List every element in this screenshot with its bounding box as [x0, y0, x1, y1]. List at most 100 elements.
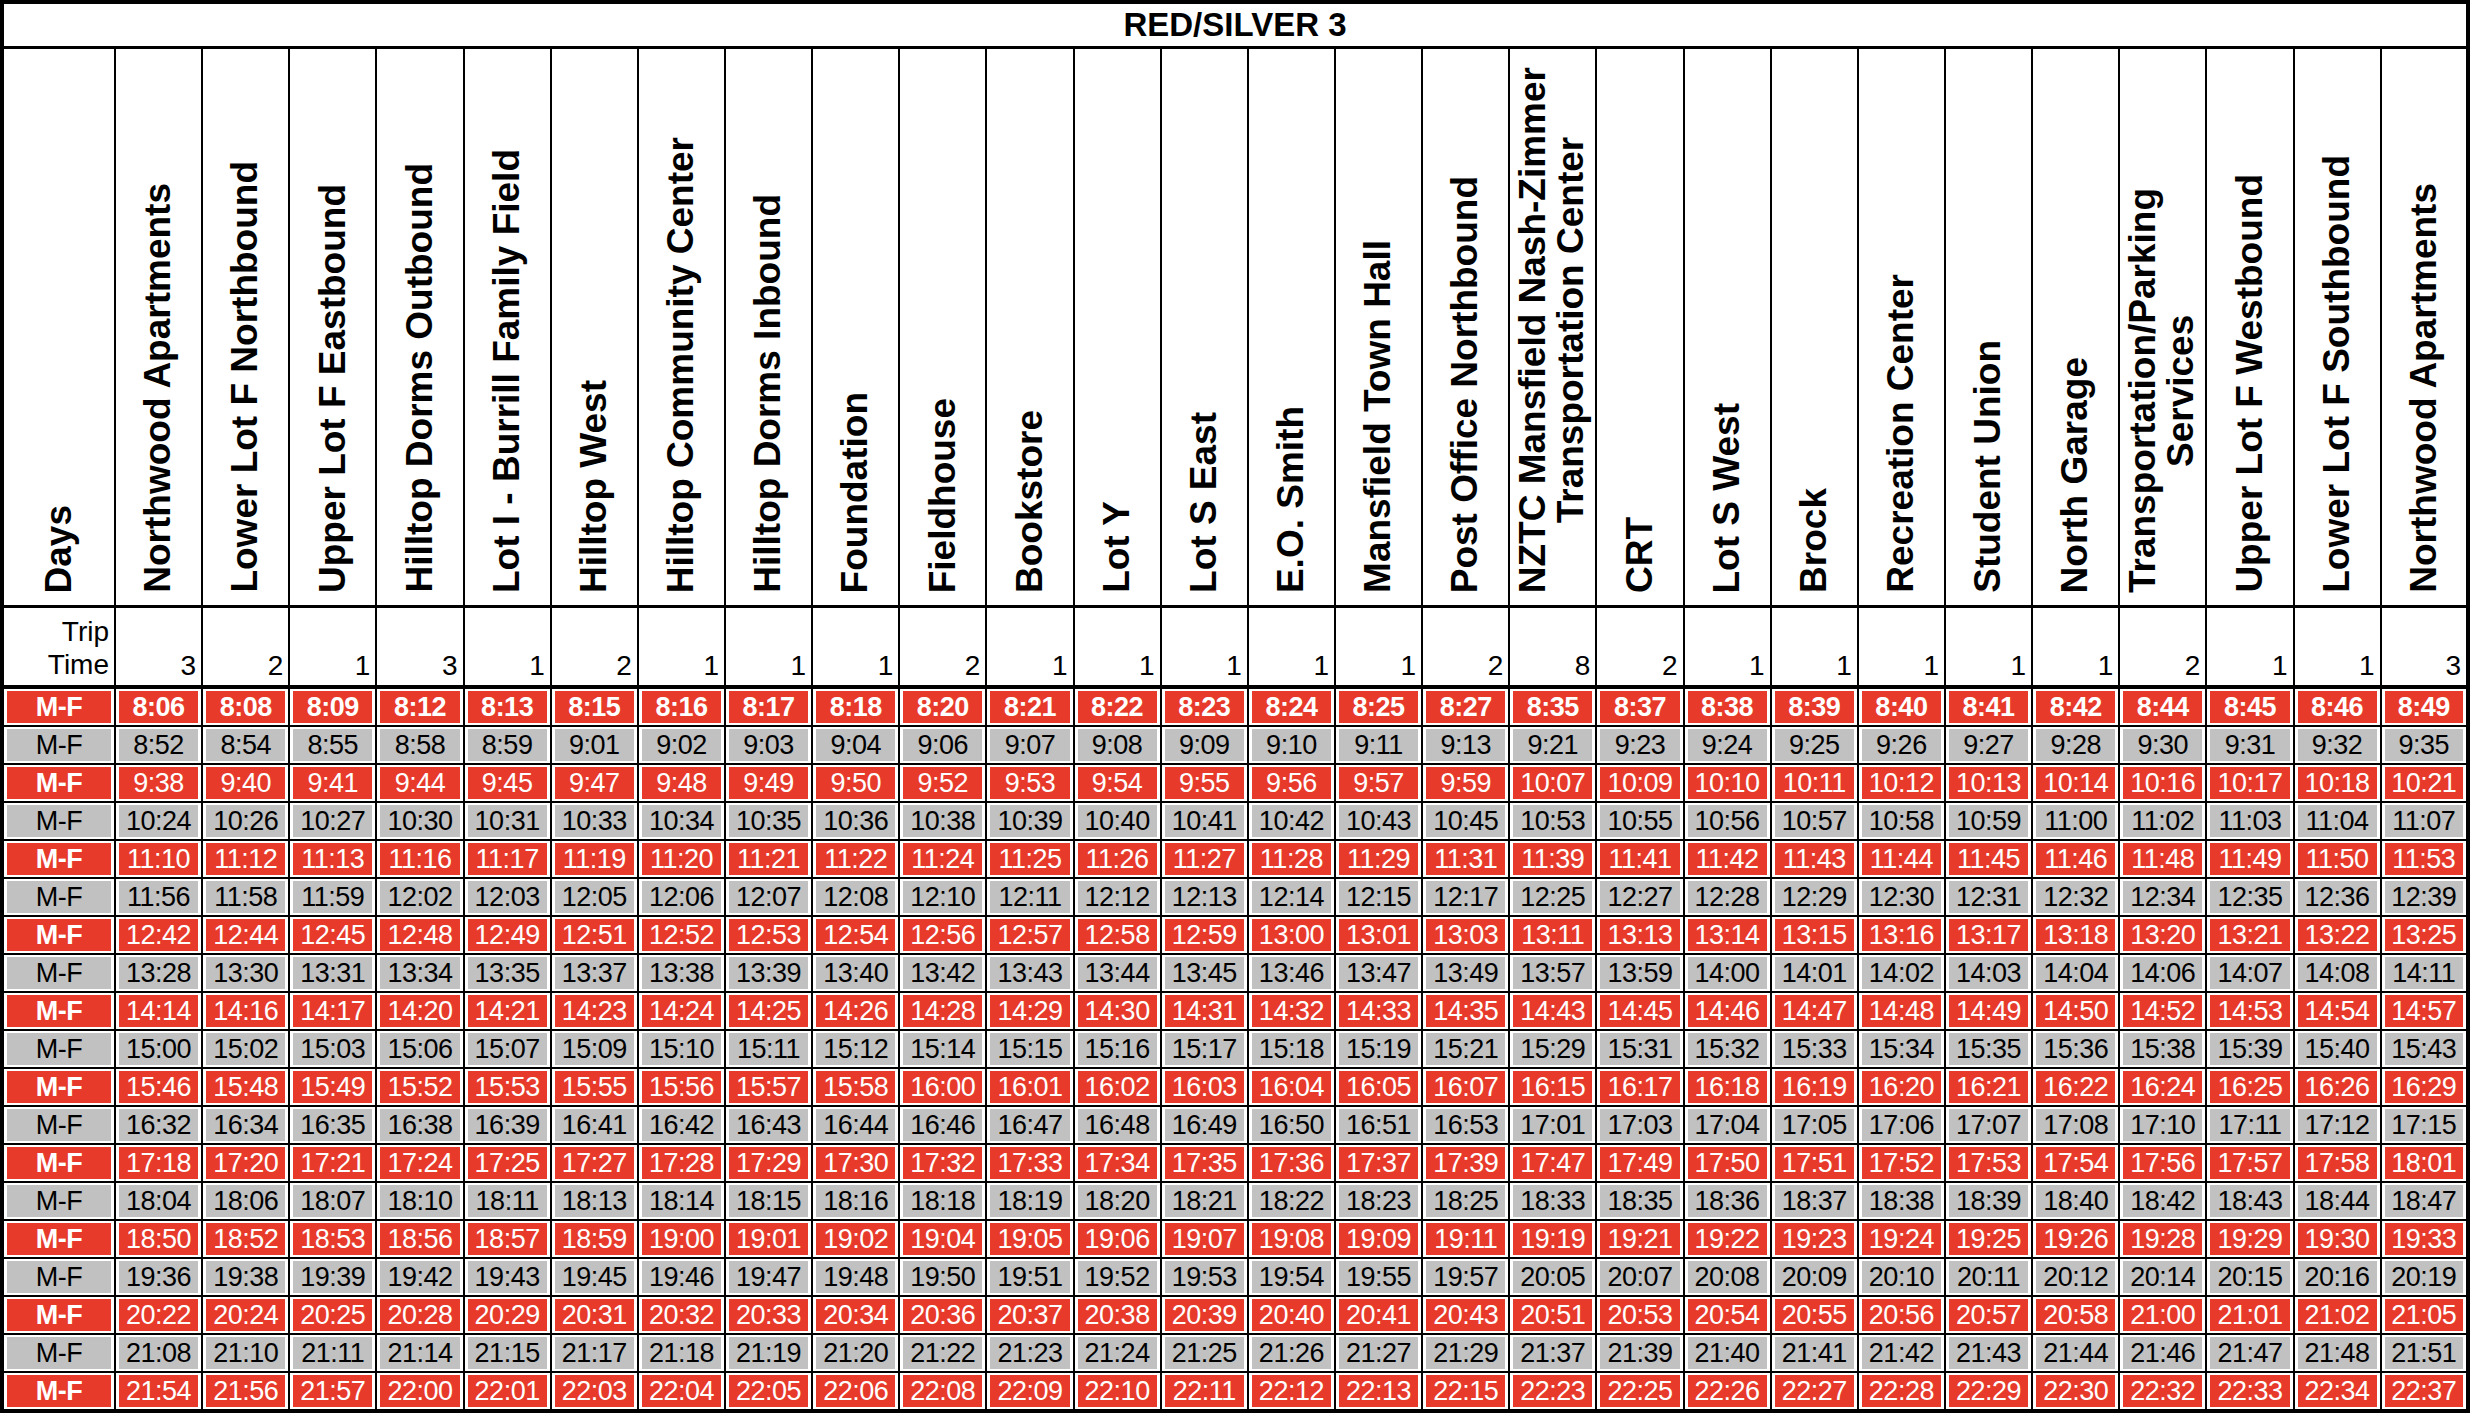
time-value: 22:00 — [380, 1375, 459, 1407]
column-header-stop: Fieldhouse — [899, 48, 986, 607]
time-value: 12:29 — [1775, 881, 1854, 913]
time-value: 13:47 — [1339, 957, 1418, 989]
time-cell: 19:53 — [1161, 1258, 1248, 1296]
time-cell: 12:08 — [812, 878, 899, 916]
time-cell: 17:04 — [1684, 1106, 1771, 1144]
time-value: 21:44 — [2036, 1337, 2115, 1369]
time-cell: 21:29 — [1422, 1334, 1509, 1372]
time-cell: 20:28 — [376, 1296, 463, 1334]
time-cell: 19:54 — [1248, 1258, 1335, 1296]
time-cell: 9:52 — [899, 764, 986, 802]
time-value: 19:54 — [1252, 1261, 1331, 1293]
trip-time-value: 1 — [725, 607, 812, 688]
time-cell: 13:18 — [2032, 916, 2119, 954]
column-header-stop: Upper Lot F Westbound — [2206, 48, 2293, 607]
time-cell: 21:51 — [2381, 1334, 2468, 1372]
time-cell: 19:52 — [1074, 1258, 1161, 1296]
time-value: 20:09 — [1775, 1261, 1854, 1293]
time-value: 19:23 — [1775, 1223, 1854, 1255]
column-header-stop: Lot S West — [1684, 48, 1771, 607]
time-value: 12:03 — [468, 881, 547, 913]
time-cell: 18:15 — [725, 1182, 812, 1220]
time-value: 19:00 — [642, 1223, 721, 1255]
time-value: 14:53 — [2210, 995, 2289, 1027]
time-cell: 16:00 — [899, 1068, 986, 1106]
time-value: 16:39 — [468, 1109, 547, 1141]
time-value: 21:26 — [1252, 1337, 1331, 1369]
time-cell: 18:39 — [1945, 1182, 2032, 1220]
time-cell: 9:45 — [464, 764, 551, 802]
time-cell: 9:59 — [1422, 764, 1509, 802]
schedule-row: M-F17:1817:2017:2117:2417:2517:2717:2817… — [2, 1144, 2468, 1182]
time-value: 15:09 — [555, 1033, 634, 1065]
time-cell: 10:18 — [2294, 764, 2381, 802]
time-cell: 16:21 — [1945, 1068, 2032, 1106]
time-cell: 12:39 — [2381, 878, 2468, 916]
stop-name-label: Lower Lot F Northbound — [226, 161, 264, 593]
time-cell: 11:21 — [725, 840, 812, 878]
time-cell: 16:24 — [2119, 1068, 2206, 1106]
time-cell: 11:45 — [1945, 840, 2032, 878]
time-value: 20:22 — [119, 1299, 198, 1331]
time-cell: 19:38 — [202, 1258, 289, 1296]
time-value: 15:03 — [293, 1033, 372, 1065]
time-value: 14:54 — [2298, 995, 2377, 1027]
time-cell: 14:57 — [2381, 992, 2468, 1030]
time-cell: 21:41 — [1771, 1334, 1858, 1372]
time-cell: 19:51 — [986, 1258, 1073, 1296]
time-value: 18:21 — [1165, 1185, 1244, 1217]
time-value: 9:10 — [1252, 729, 1331, 761]
time-cell: 21:14 — [376, 1334, 463, 1372]
time-cell: 13:17 — [1945, 916, 2032, 954]
time-value: 15:33 — [1775, 1033, 1854, 1065]
time-cell: 11:48 — [2119, 840, 2206, 878]
stop-name-label: Recreation Center — [1882, 274, 1920, 593]
time-value: 12:52 — [642, 919, 721, 951]
time-cell: 10:14 — [2032, 764, 2119, 802]
schedule-row: M-F12:4212:4412:4512:4812:4912:5112:5212… — [2, 916, 2468, 954]
time-value: 12:57 — [990, 919, 1069, 951]
time-cell: 20:37 — [986, 1296, 1073, 1334]
time-cell: 20:36 — [899, 1296, 986, 1334]
time-value: 21:14 — [380, 1337, 459, 1369]
time-cell: 18:50 — [115, 1220, 202, 1258]
time-cell: 16:46 — [899, 1106, 986, 1144]
time-cell: 15:07 — [464, 1030, 551, 1068]
time-value: 16:42 — [642, 1109, 721, 1141]
time-value: 13:40 — [816, 957, 895, 989]
time-cell: 9:13 — [1422, 726, 1509, 764]
time-cell: 10:56 — [1684, 802, 1771, 840]
time-value: 17:20 — [206, 1147, 285, 1179]
time-value: 17:18 — [119, 1147, 198, 1179]
time-cell: 9:32 — [2294, 726, 2381, 764]
time-value: 13:13 — [1600, 919, 1679, 951]
time-cell: 21:43 — [1945, 1334, 2032, 1372]
time-cell: 20:40 — [1248, 1296, 1335, 1334]
title-row: RED/SILVER 3 — [2, 2, 2468, 48]
days-cell: M-F — [2, 1106, 115, 1144]
time-value: 12:30 — [1862, 881, 1941, 913]
time-cell: 16:41 — [551, 1106, 638, 1144]
time-cell: 8:46 — [2294, 687, 2381, 726]
trip-time-value: 1 — [1074, 607, 1161, 688]
time-value: 8:16 — [642, 691, 721, 723]
time-value: 17:50 — [1688, 1147, 1767, 1179]
trip-time-value: 2 — [1422, 607, 1509, 688]
time-value: 21:18 — [642, 1337, 721, 1369]
days-cell: M-F — [2, 992, 115, 1030]
column-header-stop: Hilltop Dorms Outbound — [376, 48, 463, 607]
time-value: 17:15 — [2385, 1109, 2463, 1141]
time-cell: 13:16 — [1858, 916, 1945, 954]
time-value: 20:54 — [1688, 1299, 1767, 1331]
time-cell: 8:20 — [899, 687, 986, 726]
time-value: 11:42 — [1688, 843, 1767, 875]
time-value: 20:25 — [293, 1299, 372, 1331]
time-value: 20:15 — [2210, 1261, 2289, 1293]
time-value: 19:46 — [642, 1261, 721, 1293]
time-cell: 21:37 — [1509, 1334, 1596, 1372]
time-value: 22:25 — [1600, 1375, 1679, 1407]
time-value: 15:34 — [1862, 1033, 1941, 1065]
time-cell: 17:54 — [2032, 1144, 2119, 1182]
time-value: 8:59 — [468, 729, 547, 761]
time-value: 17:37 — [1339, 1147, 1418, 1179]
